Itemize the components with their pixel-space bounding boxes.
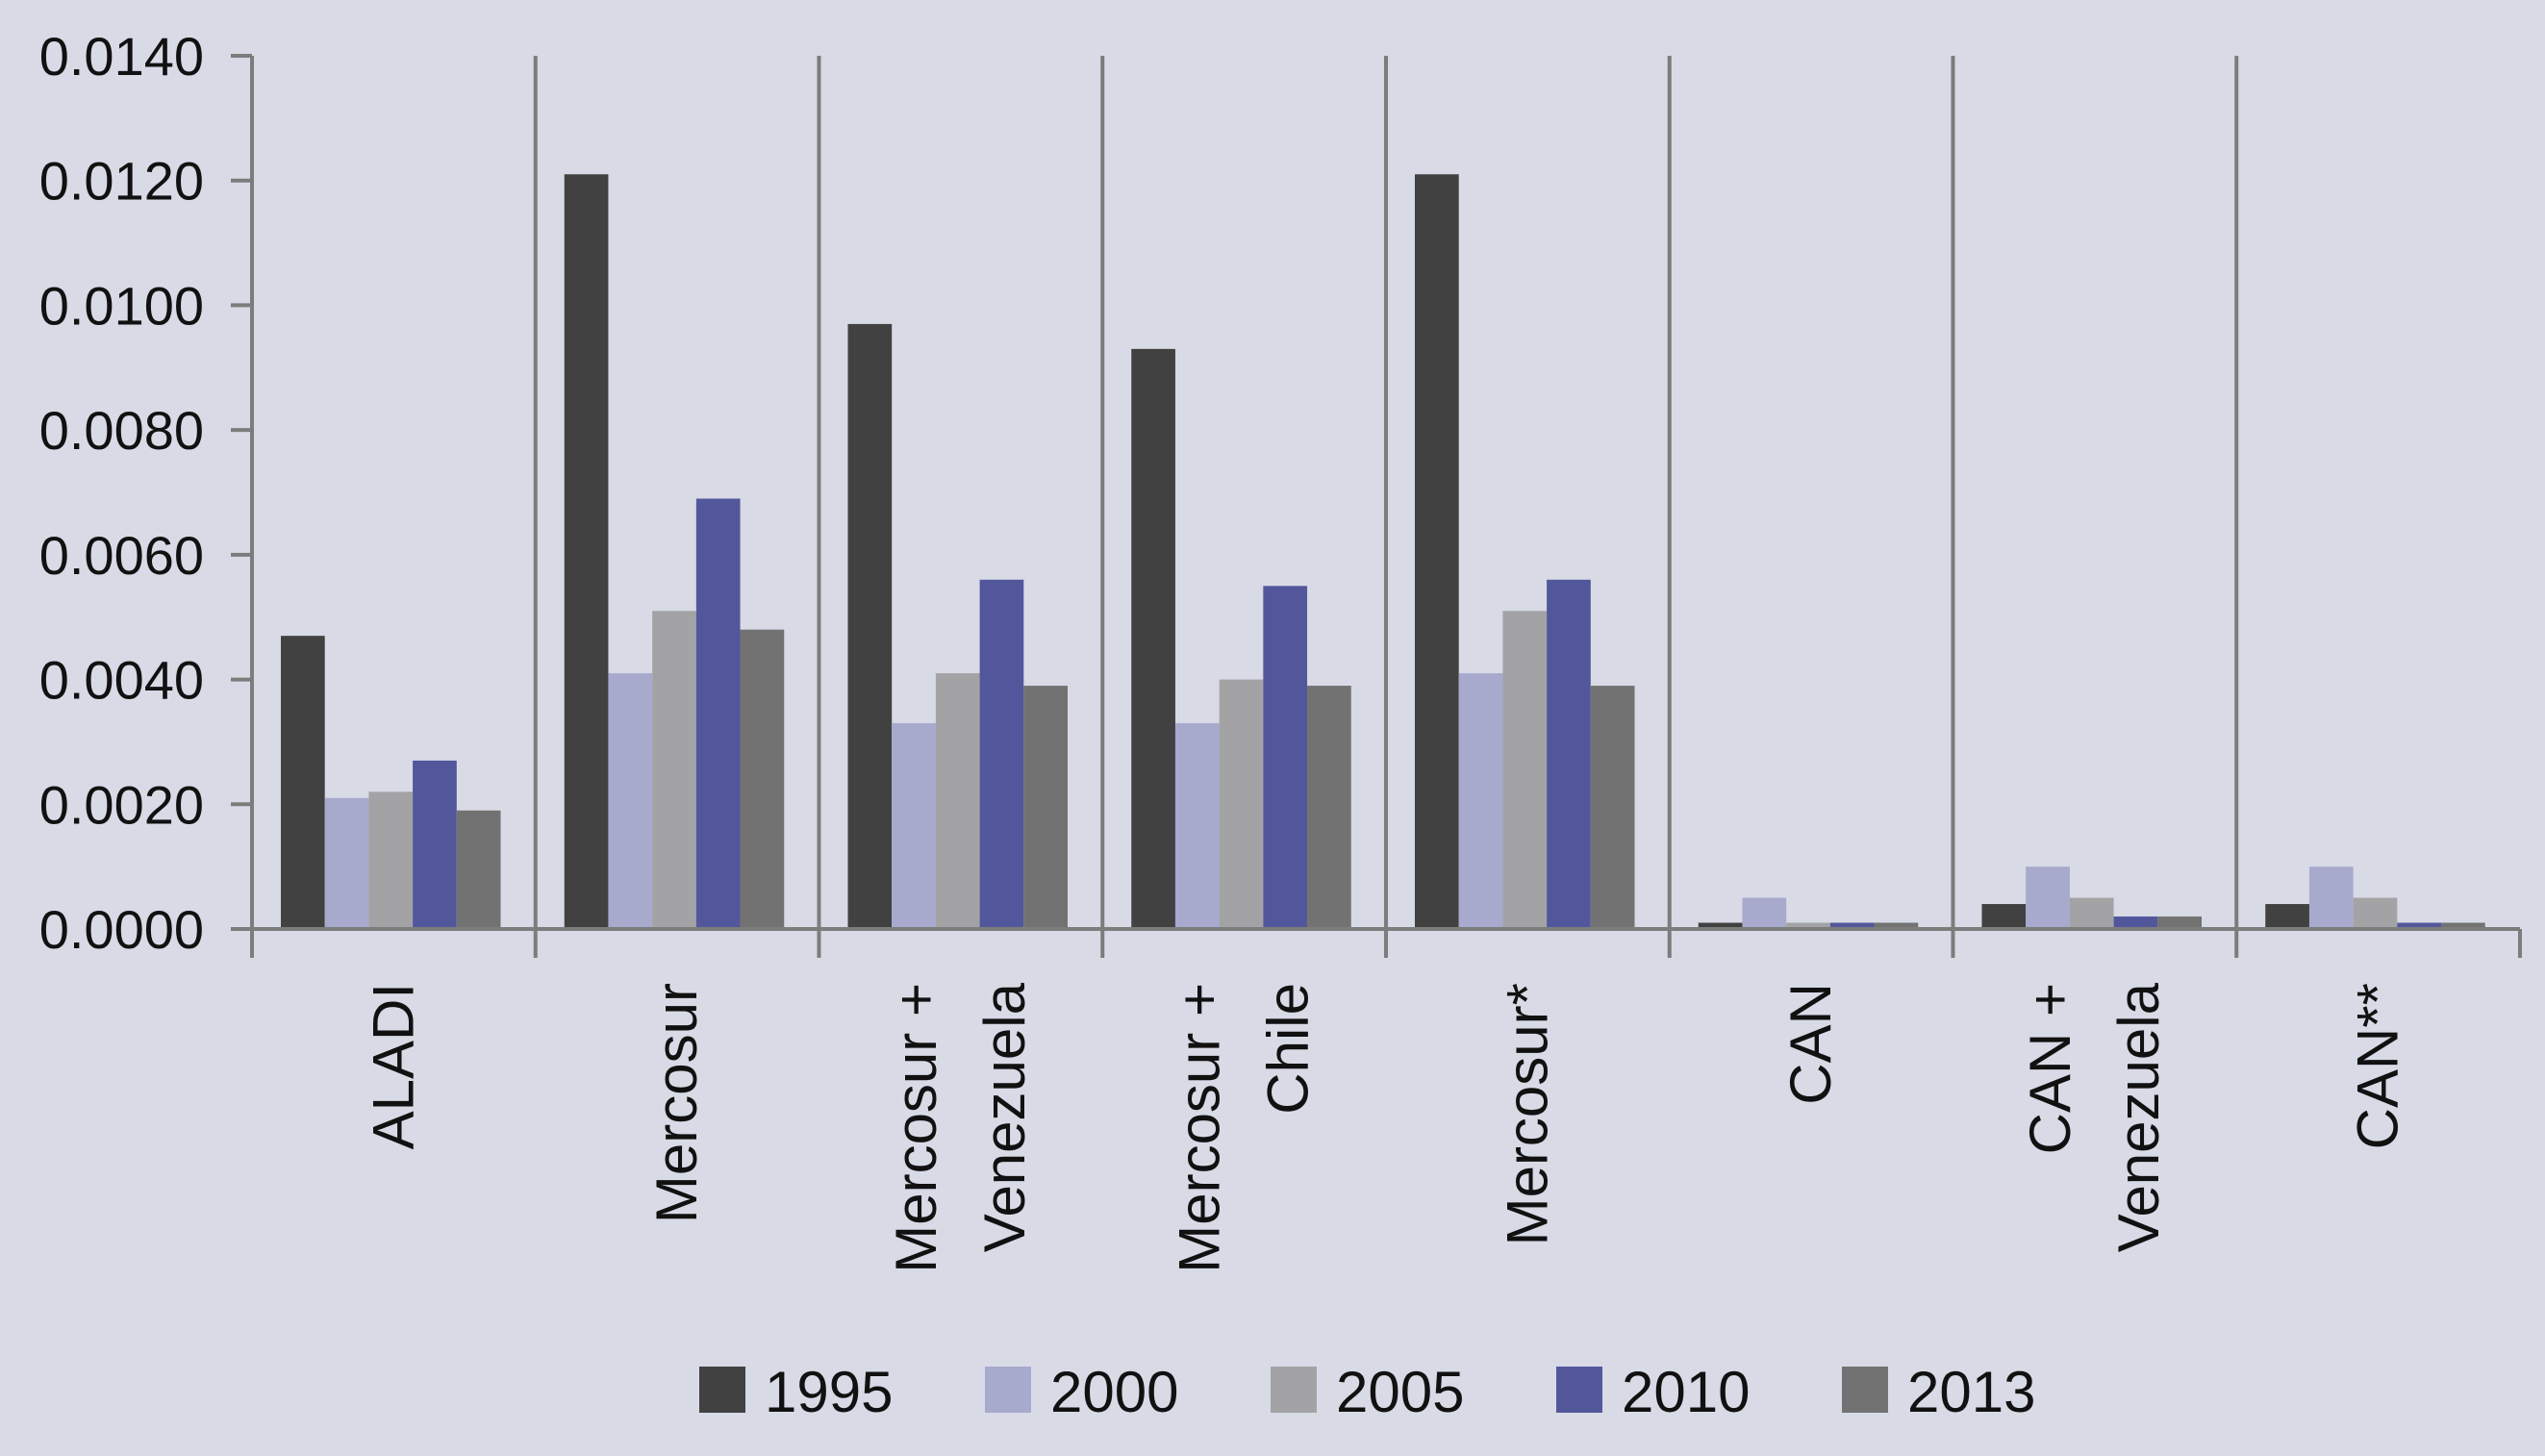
- category-label-line: CAN +: [2018, 983, 2082, 1154]
- bar-2005-2: [935, 673, 980, 929]
- legend-swatch: [985, 1367, 1031, 1413]
- category-label: CAN: [1778, 983, 1843, 1105]
- bar-2010-2: [979, 579, 1024, 929]
- category-labels: ALADI Mercosur Mercosur + Venezuela Mercosur…: [361, 982, 2409, 1272]
- bar-1995-1: [564, 174, 609, 929]
- bar-2013-3: [1307, 686, 1351, 929]
- bar-2000-1: [608, 673, 653, 929]
- legend-swatch: [1556, 1367, 1602, 1413]
- bar-2010-5: [1829, 922, 1875, 929]
- bar-2010-6: [2113, 916, 2158, 929]
- bar-1995-5: [1698, 922, 1743, 929]
- legend-item-1995: 1995: [699, 1360, 893, 1424]
- legend-swatch: [1271, 1367, 1317, 1413]
- bar-2005-5: [1786, 922, 1830, 929]
- legend-label: 2013: [1907, 1360, 2035, 1424]
- bar-2000-2: [892, 722, 936, 929]
- category-label-line: Chile: [1256, 983, 1321, 1115]
- bar-2010-7: [2397, 922, 2442, 929]
- legend: 1995 2000 2005 2010 2013: [699, 1360, 2035, 1424]
- bar-2005-0: [368, 791, 414, 929]
- category-label-line: Venezuela: [972, 982, 1037, 1252]
- bar-2013-6: [2157, 916, 2202, 929]
- y-tick-label: 0.0040: [39, 650, 204, 711]
- category-label: Mercosur + Chile: [1168, 983, 1321, 1273]
- bar-1995-4: [1415, 174, 1459, 929]
- bar-2005-7: [2353, 897, 2398, 929]
- category-label-line: CAN: [1778, 983, 1843, 1105]
- category-label-line: Venezuela: [2106, 982, 2171, 1252]
- category-label-line: Mercosur: [644, 983, 709, 1223]
- bar-2010-3: [1263, 586, 1308, 929]
- y-tick-label: 0.0120: [39, 151, 204, 212]
- bar-2013-1: [740, 629, 785, 929]
- bar-1995-6: [1981, 904, 2027, 929]
- legend-item-2005: 2005: [1271, 1360, 1464, 1424]
- bar-2000-7: [2308, 866, 2354, 929]
- category-label-line: Mercosur +: [1168, 983, 1232, 1273]
- legend-swatch: [699, 1367, 745, 1413]
- bar-2013-5: [1874, 922, 1919, 929]
- category-label-line: Mercosur +: [884, 983, 948, 1273]
- bar-2000-0: [324, 797, 369, 929]
- y-tick-label: 0.0140: [39, 26, 204, 87]
- category-label: Mercosur: [644, 983, 709, 1223]
- bar-2005-1: [652, 611, 696, 929]
- y-tick-label: 0.0020: [39, 774, 204, 835]
- legend-item-2000: 2000: [985, 1360, 1178, 1424]
- x-axis: [250, 927, 2522, 958]
- y-tick-label: 0.0000: [39, 899, 204, 960]
- category-label: Mercosur + Venezuela: [884, 982, 1037, 1272]
- bar-2000-5: [1742, 897, 1787, 929]
- bar-1995-2: [847, 323, 893, 929]
- category-label-line: ALADI: [361, 983, 425, 1149]
- legend-swatch: [1842, 1367, 1888, 1413]
- bar-2005-6: [2069, 897, 2114, 929]
- category-label: CAN + Venezuela: [2018, 982, 2171, 1252]
- bar-2005-3: [1219, 679, 1264, 929]
- bar-1995-7: [2265, 904, 2309, 929]
- bar-2013-2: [1023, 686, 1068, 929]
- legend-label: 2000: [1050, 1360, 1178, 1424]
- bar-2005-4: [1502, 611, 1548, 929]
- legend-label: 2005: [1336, 1360, 1464, 1424]
- bar-2013-4: [1590, 686, 1635, 929]
- bar-2013-0: [456, 810, 501, 929]
- legend-label: 1995: [765, 1360, 893, 1424]
- legend-item-2013: 2013: [1842, 1360, 2035, 1424]
- bar-2013-7: [2441, 922, 2485, 929]
- category-label: ALADI: [361, 983, 425, 1149]
- bar-2010-1: [695, 498, 741, 929]
- bar-1995-3: [1131, 348, 1175, 929]
- bars: [281, 174, 2485, 929]
- bar-2000-3: [1174, 722, 1220, 929]
- category-label-line: Mercosur*: [1495, 983, 1559, 1245]
- y-tick-label: 0.0100: [39, 275, 204, 336]
- category-separators: [533, 56, 2239, 958]
- category-label: Mercosur*: [1495, 983, 1559, 1245]
- bar-2000-6: [2026, 866, 2070, 929]
- category-label-line: CAN**: [2346, 983, 2410, 1149]
- y-axis: 0.0000 0.0020 0.0040 0.0060 0.0080 0.0100 0.01…: [39, 26, 254, 960]
- legend-label: 2010: [1622, 1360, 1750, 1424]
- bar-2010-0: [413, 760, 457, 929]
- y-tick-label: 0.0080: [39, 400, 204, 461]
- bar-2000-4: [1458, 673, 1503, 929]
- bar-2010-4: [1547, 579, 1591, 929]
- category-label: CAN**: [2346, 983, 2410, 1149]
- bar-1995-0: [281, 636, 325, 929]
- y-tick-label: 0.0060: [39, 525, 204, 586]
- legend-item-2010: 2010: [1556, 1360, 1750, 1424]
